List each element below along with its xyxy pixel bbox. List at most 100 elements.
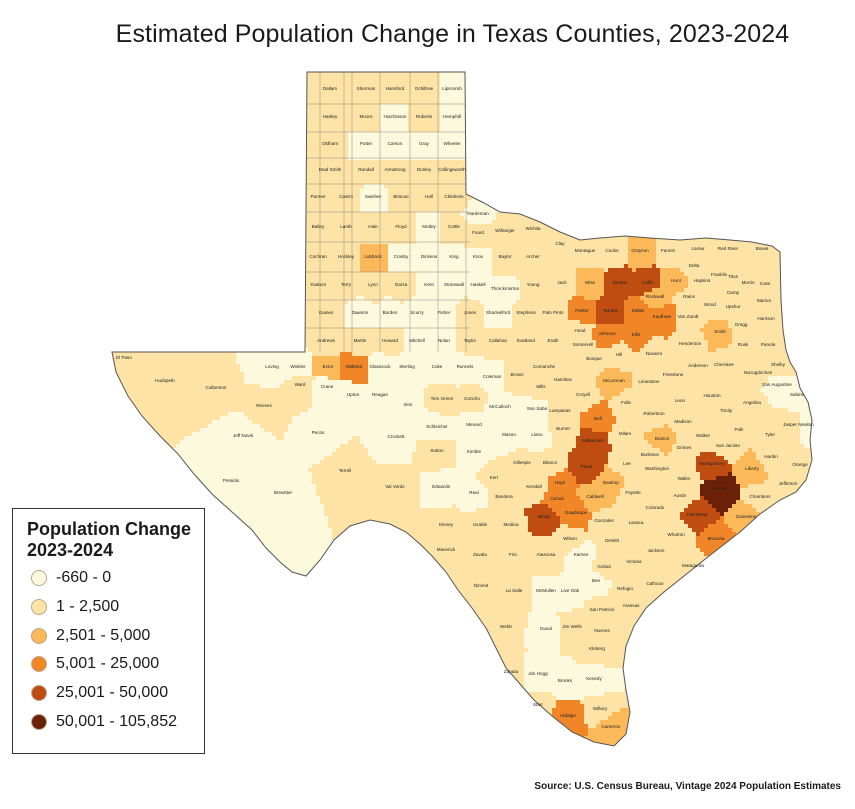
county-label: Hansford bbox=[386, 86, 405, 91]
county-label: Schleicher bbox=[426, 424, 448, 429]
county-label: Jasper bbox=[783, 422, 797, 427]
county-label: Floyd bbox=[395, 224, 407, 229]
county-label: Hockley bbox=[338, 254, 355, 259]
county-label: Moore bbox=[359, 114, 372, 119]
page-title: Estimated Population Change in Texas Cou… bbox=[115, 20, 790, 48]
legend-title: Population Change 2023-2024 bbox=[27, 519, 191, 561]
county-label: Wheeler bbox=[443, 141, 461, 146]
county-label: Clay bbox=[555, 241, 565, 246]
county-label: Fannin bbox=[661, 248, 675, 253]
legend-item: 1 - 2,500 bbox=[31, 596, 119, 618]
county-label: Fayette bbox=[625, 490, 641, 495]
county-label: Brown bbox=[510, 372, 523, 377]
county-label: Wise bbox=[585, 280, 596, 285]
county-label: Armstrong bbox=[384, 167, 406, 172]
county-label: Throckmorton bbox=[491, 286, 520, 291]
county-label: Wilson bbox=[563, 536, 577, 541]
county-label: Swisher bbox=[365, 194, 382, 199]
county-label: Hartley bbox=[323, 114, 338, 119]
county-label: La Salle bbox=[506, 588, 523, 593]
legend-item: 50,001 - 105,852 bbox=[31, 711, 177, 733]
county-label: Gray bbox=[419, 141, 430, 146]
county-label: Guadalupe bbox=[565, 510, 588, 515]
county-label: San Patricio bbox=[590, 607, 615, 612]
county-label: Jim Wells bbox=[562, 624, 582, 629]
county-label: Collin bbox=[642, 280, 654, 285]
county-label: Milam bbox=[619, 431, 631, 436]
county-label: Lubbock bbox=[364, 254, 382, 259]
county-label: Palo Pinto bbox=[543, 310, 564, 315]
county-label: Randall bbox=[358, 167, 374, 172]
county-label: Burleson bbox=[641, 452, 660, 457]
county-label: Victoria bbox=[626, 559, 642, 564]
county-label: Archer bbox=[526, 254, 540, 259]
county-label: Rusk bbox=[738, 342, 749, 347]
county-label: Jeff Davis bbox=[233, 433, 254, 438]
county-label: Kleberg bbox=[589, 646, 605, 651]
county-label: Red River bbox=[718, 246, 739, 251]
legend-label: -660 - 0 bbox=[56, 569, 112, 586]
legend-label: 2,501 - 5,000 bbox=[56, 626, 151, 644]
county-label: Donley bbox=[417, 167, 432, 172]
county-label: Ward bbox=[295, 382, 306, 387]
county-label: Andrews bbox=[317, 338, 336, 343]
county-label: Martin bbox=[354, 338, 367, 343]
county-label: Frio bbox=[509, 552, 517, 557]
county-label: Somervell bbox=[573, 342, 593, 347]
county-label: Trinity bbox=[720, 408, 733, 413]
county-label: Polk bbox=[735, 427, 745, 432]
county-label: Maverick bbox=[437, 547, 456, 552]
county-label: Parker bbox=[575, 308, 589, 313]
county-label: Winkler bbox=[290, 364, 306, 369]
county-label: San Jacinto bbox=[716, 443, 740, 448]
county-label: Refugio bbox=[617, 586, 633, 591]
legend-item: -660 - 0 bbox=[31, 567, 111, 589]
county-label: Real bbox=[469, 490, 478, 495]
county-label: Terry bbox=[341, 282, 352, 287]
county-label: Rockwall bbox=[646, 294, 664, 299]
county-label: Cherokee bbox=[714, 362, 734, 367]
legend-swatch bbox=[31, 685, 47, 702]
legend-item: 25,001 - 50,000 bbox=[31, 682, 168, 704]
county-label: Grayson bbox=[631, 248, 649, 253]
county-label: Wharton bbox=[667, 532, 685, 537]
county-label: Smith bbox=[714, 329, 726, 334]
county-label: Collingsworth bbox=[438, 167, 466, 172]
county-label: San Augustine bbox=[762, 382, 792, 387]
county-label: Culberson bbox=[206, 385, 227, 390]
legend-label: 50,001 - 105,852 bbox=[56, 713, 177, 730]
legend: Population Change 2023-2024 -660 - 0 1 - … bbox=[12, 508, 205, 754]
county-label: Reeves bbox=[256, 403, 272, 408]
texas-map: Dallam Sherman Hansford Ochiltree Lipscomb Ha… bbox=[0, 60, 855, 780]
county-label: Panola bbox=[761, 342, 776, 347]
county-label: Roberts bbox=[416, 114, 433, 119]
county-label: McMullen bbox=[536, 588, 556, 593]
county-label: Motley bbox=[422, 224, 436, 229]
county-label: Crockett bbox=[387, 434, 405, 439]
county-label: Falls bbox=[621, 400, 631, 405]
county-label: Montgomery bbox=[699, 461, 725, 466]
county-label: Grimes bbox=[677, 445, 693, 450]
county-label: Aransas bbox=[623, 603, 641, 608]
county-label: Upton bbox=[347, 392, 360, 397]
county-label: Henderson bbox=[679, 341, 702, 346]
county-label: Williamson bbox=[582, 438, 605, 443]
county-label: Liberty bbox=[745, 466, 759, 471]
county-label: Ector bbox=[323, 364, 334, 369]
county-label: Dallam bbox=[323, 86, 337, 91]
county-label: King bbox=[449, 254, 459, 259]
county-label: Kenedy bbox=[586, 676, 602, 681]
county-label: Jefferson bbox=[779, 481, 798, 486]
county-label: Irion bbox=[404, 402, 413, 407]
county-label: Jim Hogg bbox=[528, 671, 548, 676]
county-label: Bosque bbox=[586, 356, 602, 361]
county-label: Parmer bbox=[310, 194, 326, 199]
county-label: Baylor bbox=[498, 254, 511, 259]
county-label: Terrell bbox=[339, 468, 352, 473]
county-label: Shelby bbox=[771, 362, 786, 367]
county-label: Tom Green bbox=[431, 396, 454, 401]
county-label: Cameron bbox=[602, 724, 621, 729]
county-label: Bandera bbox=[495, 494, 513, 499]
county-label: Kinney bbox=[439, 522, 454, 527]
county-label: Comal bbox=[550, 496, 563, 501]
